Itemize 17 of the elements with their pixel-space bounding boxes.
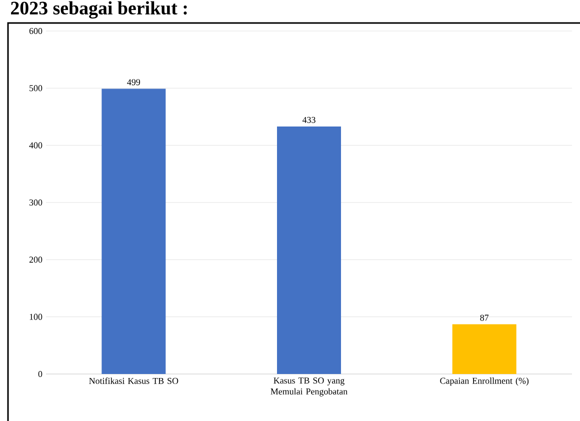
x-tick-label: Kasus TB SO yang Memulai Pengobatan — [270, 378, 348, 396]
data-label: 433 — [302, 116, 316, 123]
y-tick-label: 500 — [30, 85, 42, 92]
text: 2023 sebagai berikut : — [10, 1, 187, 18]
y-tick-label: 100 — [30, 314, 42, 320]
bar — [452, 324, 516, 374]
x-tick-label: Notifikasi Kasus TB SO — [89, 378, 178, 384]
y-tick-label: 200 — [29, 256, 42, 263]
data-label: 87 — [480, 314, 489, 321]
bar — [277, 126, 342, 374]
y-tick-label: 0 — [38, 370, 42, 378]
y-tick-label: 400 — [29, 142, 42, 148]
y-tick-label: 300 — [29, 199, 42, 206]
bar — [102, 88, 166, 374]
x-tick-label: Capaian Enrollment (%) — [440, 378, 529, 386]
data-label: 499 — [127, 79, 140, 86]
y-tick-label: 600 — [29, 28, 42, 34]
